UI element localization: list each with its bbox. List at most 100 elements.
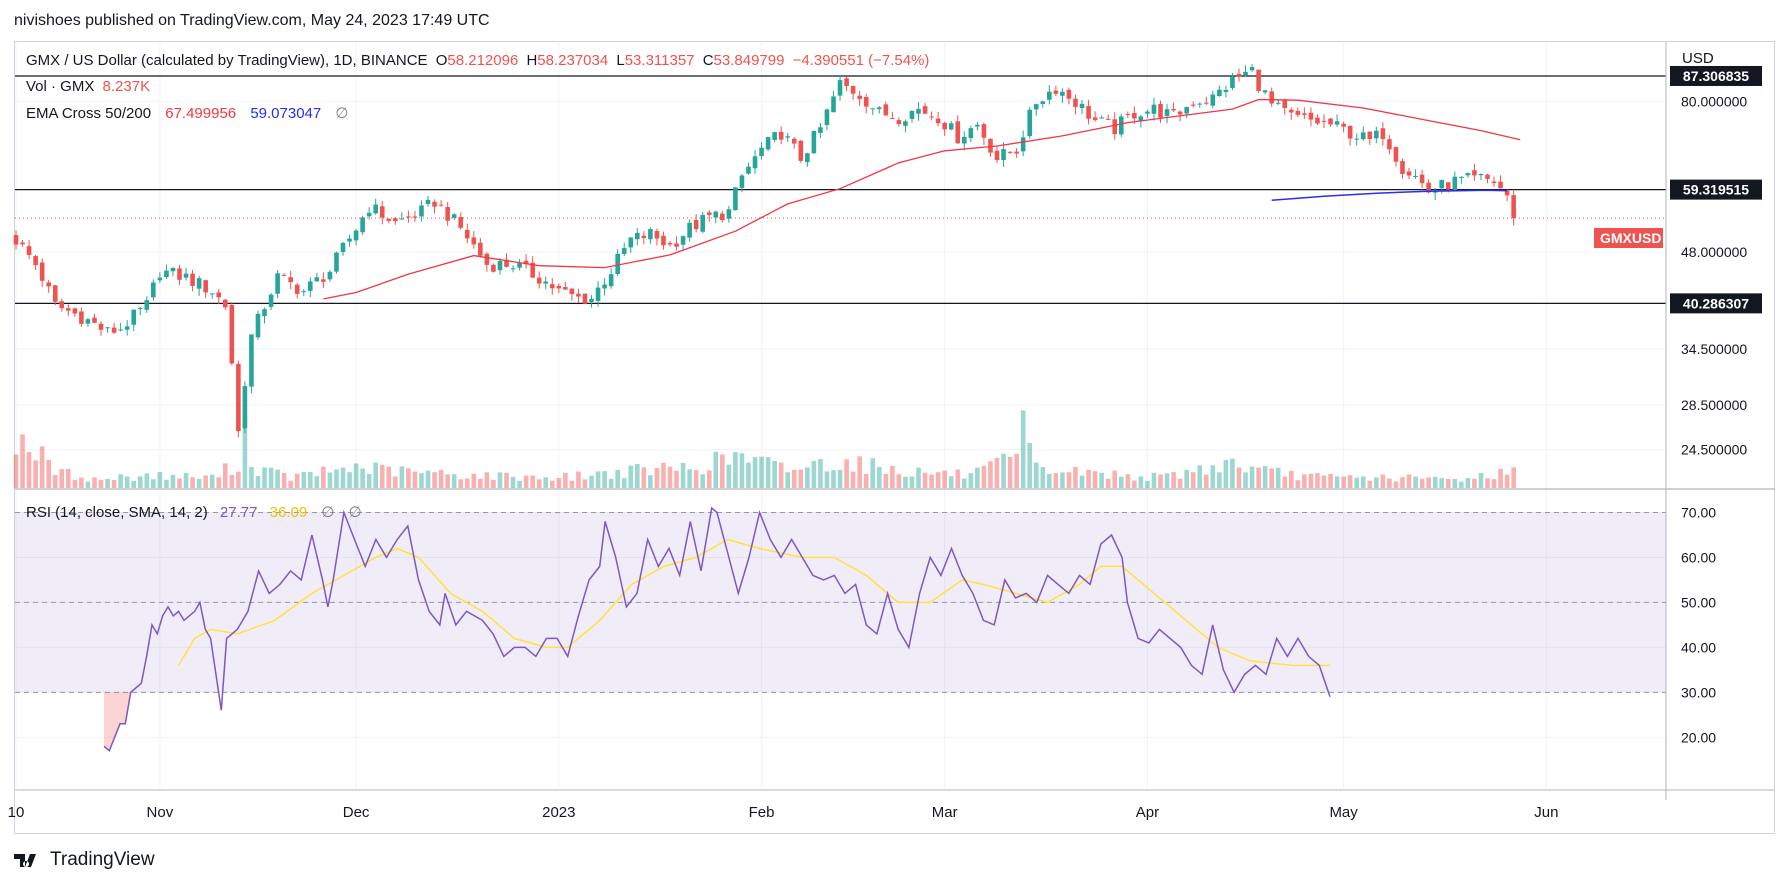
candle-down xyxy=(20,242,25,245)
volume-bar xyxy=(275,469,280,488)
candle-down xyxy=(569,288,575,295)
volume-bar xyxy=(229,474,235,488)
tradingview-logo[interactable]: TradingView xyxy=(14,849,155,871)
volume-bar xyxy=(1047,473,1052,488)
candle-down xyxy=(1387,139,1392,150)
volume-bar xyxy=(386,466,392,488)
candle-down xyxy=(1190,104,1196,106)
candle-down xyxy=(1256,69,1261,91)
level-badge-label: 59.319515 xyxy=(1683,182,1749,198)
volume-bar xyxy=(308,472,313,488)
price-tick-label: 34.500000 xyxy=(1681,341,1747,357)
volume-bar xyxy=(1504,474,1510,488)
candle-up xyxy=(170,267,176,272)
volume-bar xyxy=(975,467,980,488)
volume-bar xyxy=(615,469,620,488)
candle-up xyxy=(131,309,137,325)
volume-bar xyxy=(713,451,719,488)
volume-bar xyxy=(844,459,849,488)
candle-up xyxy=(1099,117,1104,119)
volume-bar xyxy=(170,474,176,488)
volume-bar xyxy=(1145,480,1150,488)
candle-down xyxy=(720,213,725,221)
volume-bar xyxy=(1027,443,1032,488)
volume-bar xyxy=(1177,478,1183,488)
candle-down xyxy=(379,206,385,218)
candle-down xyxy=(778,131,784,140)
candle-up xyxy=(196,278,202,289)
ema200-value: 59.073047 xyxy=(250,105,322,122)
volume-bar xyxy=(608,478,614,488)
candle-down xyxy=(406,216,411,218)
volume-bar xyxy=(1354,477,1359,488)
candle-down xyxy=(1406,171,1412,176)
candle-down xyxy=(1445,182,1451,190)
volume-bar xyxy=(569,480,575,488)
candle-up xyxy=(1217,89,1222,96)
candle-up xyxy=(137,307,143,309)
candle-down xyxy=(674,243,679,247)
volume-bar xyxy=(399,466,405,488)
candle-up xyxy=(268,294,274,307)
volume-bar xyxy=(242,415,248,488)
volume-bar xyxy=(105,478,110,488)
volume-bar xyxy=(1099,472,1104,488)
candle-down xyxy=(39,262,45,281)
volume-bar xyxy=(1210,465,1216,488)
candle-down xyxy=(1269,91,1274,104)
volume-bar xyxy=(1230,458,1235,488)
volume-bar xyxy=(510,476,516,488)
volume-bar xyxy=(1132,480,1137,488)
candle-up xyxy=(805,153,810,163)
volume-bar xyxy=(1478,472,1484,488)
volume-bar xyxy=(831,470,836,488)
time-tick-label: Nov xyxy=(147,804,174,821)
price-axis-unit: USD xyxy=(1682,50,1714,67)
ema50-value: 67.499956 xyxy=(165,105,237,122)
candle-down xyxy=(1282,100,1288,109)
candle-down xyxy=(1498,181,1503,189)
open-label: O xyxy=(435,52,448,69)
candle-up xyxy=(366,212,372,217)
volume-bar xyxy=(1040,467,1046,488)
volume-bar xyxy=(177,478,182,488)
candle-down xyxy=(46,282,51,287)
volume-bar xyxy=(955,469,961,488)
rsi-legend: RSI (14, close, SMA, 14, 2) 27.77 36.09 … xyxy=(26,503,366,521)
candle-down xyxy=(393,218,398,222)
candle-up xyxy=(948,123,954,130)
candle-up xyxy=(451,214,457,218)
volume-bar xyxy=(118,474,123,488)
candle-up xyxy=(975,124,980,127)
candle-down xyxy=(1472,170,1477,176)
candle-down xyxy=(641,235,647,239)
candle-up xyxy=(1334,121,1340,125)
ema-extra: ∅ xyxy=(335,105,349,122)
candle-down xyxy=(52,285,58,302)
volume-bar xyxy=(262,467,267,488)
volume-bar xyxy=(733,452,738,488)
candle-down xyxy=(693,219,699,230)
chart-frame[interactable] xyxy=(14,41,1775,834)
volume-bar xyxy=(1243,472,1248,488)
candle-down xyxy=(177,268,182,280)
candle-up xyxy=(1223,89,1229,93)
volume-bar xyxy=(1203,474,1209,488)
volume-bar xyxy=(268,467,274,488)
candle-down xyxy=(13,235,19,245)
candle-up xyxy=(183,273,189,278)
candle-up xyxy=(124,326,130,330)
time-axis-ticks: 10 Nov Dec 2023 Feb Mar Apr May Jun xyxy=(8,804,1559,821)
candle-up xyxy=(275,273,280,294)
volume-bar xyxy=(595,471,601,488)
candle-up xyxy=(713,211,719,218)
price-tick-label: 80.000000 xyxy=(1681,94,1747,110)
candle-down xyxy=(1105,118,1111,120)
candle-down xyxy=(896,120,902,125)
candle-down xyxy=(1112,119,1118,134)
candle-up xyxy=(105,327,110,329)
volume-bar xyxy=(837,469,843,488)
candle-down xyxy=(438,204,444,206)
candle-up xyxy=(700,214,705,232)
